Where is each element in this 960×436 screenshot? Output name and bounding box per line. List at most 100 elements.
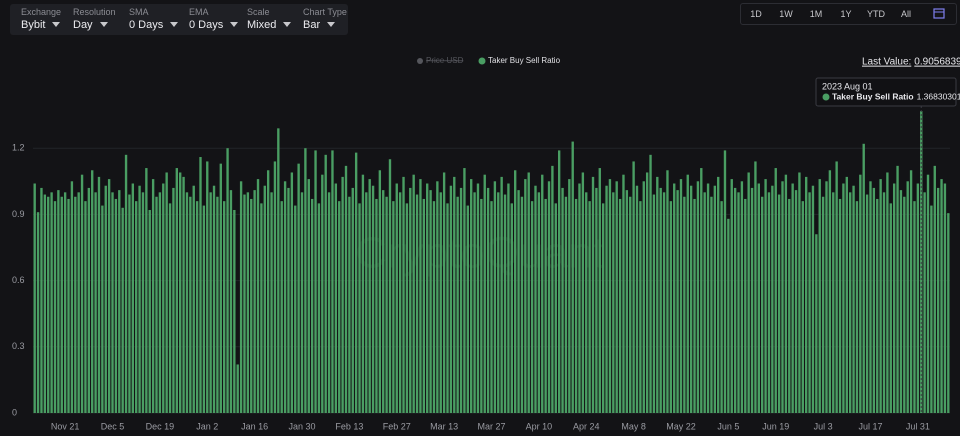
bar: [652, 194, 656, 413]
legend: Price USD Taker Buy Sell Ratio: [417, 56, 561, 65]
bar: [774, 168, 777, 413]
x-tick-label: Jul 31: [906, 421, 930, 431]
bar: [527, 172, 530, 413]
bar: [365, 192, 368, 413]
dropdown-value[interactable]: Day: [73, 19, 118, 31]
tooltip-box: [815, 77, 957, 107]
bar: [926, 174, 930, 413]
bar: [155, 196, 158, 413]
bar: [507, 183, 510, 413]
bar: [588, 201, 591, 413]
dropdown[interactable]: Exchange Bybit: [10, 4, 62, 35]
bar: [848, 192, 852, 413]
bar: [869, 181, 872, 413]
dropdown-value[interactable]: 0 Days: [189, 19, 236, 31]
bar: [371, 185, 375, 413]
bar: [574, 198, 578, 413]
bar: [131, 183, 135, 413]
bar: [473, 192, 476, 413]
dropdown[interactable]: Chart Type Bar: [292, 4, 348, 35]
bar: [368, 179, 371, 413]
bar: [476, 183, 480, 413]
legend-item[interactable]: Taker Buy Sell Ratio: [488, 56, 561, 65]
bar: [310, 198, 314, 413]
bar: [889, 203, 892, 413]
bar: [158, 192, 162, 413]
dropdown-value[interactable]: 0 Days: [129, 19, 178, 31]
bar: [307, 179, 310, 413]
bar: [91, 170, 94, 413]
x-tick-label: Jan 16: [241, 421, 268, 431]
range-button[interactable]: All: [900, 9, 911, 19]
bar: [195, 201, 199, 413]
bar: [375, 198, 378, 413]
bar: [936, 187, 940, 413]
bar: [815, 234, 818, 413]
dropdown-value[interactable]: Mixed: [247, 19, 292, 31]
bar: [426, 183, 429, 413]
dropdown[interactable]: SMA 0 Days: [118, 4, 178, 35]
x-tick-label: Jul 17: [858, 421, 882, 431]
bar: [696, 181, 700, 413]
last-value: Last Value: 0.90568397: [862, 57, 960, 68]
bar: [659, 187, 662, 413]
bar: [544, 198, 547, 413]
bar: [500, 176, 503, 413]
bar: [338, 201, 341, 413]
bar: [666, 170, 669, 413]
x-tick-label: Jun 19: [762, 421, 789, 431]
calendar-icon[interactable]: [933, 7, 945, 19]
bar: [608, 179, 612, 413]
bar: [517, 190, 520, 413]
bar: [828, 170, 832, 413]
bar: [321, 174, 324, 413]
bar: [683, 196, 686, 413]
dropdown[interactable]: EMA 0 Days: [178, 4, 236, 35]
range-button[interactable]: 1W: [779, 9, 793, 19]
bar: [490, 201, 493, 413]
last-value-label: Last Value:: [862, 57, 911, 68]
range-button[interactable]: 1M: [809, 9, 823, 19]
bar: [334, 183, 338, 413]
legend-marker[interactable]: [417, 58, 423, 64]
bar: [290, 172, 294, 413]
bar: [801, 201, 804, 413]
dropdown-label: SMA: [129, 7, 149, 17]
bar: [700, 168, 703, 413]
x-tick-label: Dec 5: [101, 421, 125, 431]
bar: [449, 185, 453, 413]
bar: [595, 187, 598, 413]
dropdown-value[interactable]: Bybit: [21, 19, 62, 31]
bar: [415, 194, 419, 413]
bar: [818, 179, 821, 413]
dropdown[interactable]: Resolution Day: [62, 4, 118, 35]
bar: [436, 181, 439, 413]
bar: [253, 190, 256, 413]
bar: [470, 179, 473, 413]
legend-marker[interactable]: [478, 57, 486, 65]
range-button[interactable]: 1D: [750, 9, 762, 19]
bar: [206, 161, 209, 413]
dropdown-value[interactable]: Bar: [303, 19, 348, 31]
bar: [771, 185, 774, 413]
y-tick-label: 0.3: [12, 341, 25, 351]
bar: [686, 174, 689, 413]
range-button[interactable]: 1Y: [840, 9, 852, 19]
bar: [514, 170, 517, 413]
bar: [219, 163, 222, 413]
x-tick-label: May 22: [666, 421, 696, 431]
legend-item-inactive[interactable]: Price USD: [426, 56, 464, 65]
tooltip-marker: [822, 93, 830, 101]
bar: [70, 181, 74, 413]
dropdown[interactable]: Scale Mixed: [236, 4, 292, 35]
bar: [524, 179, 527, 413]
range-button[interactable]: YTD: [867, 9, 885, 19]
y-tick-label: 0: [12, 407, 17, 417]
bar: [33, 183, 36, 413]
dropdown-label: Chart Type: [303, 7, 347, 17]
bar: [547, 181, 551, 413]
bar: [713, 185, 717, 413]
bar: [568, 179, 571, 413]
bar: [788, 198, 791, 413]
bar: [199, 157, 202, 413]
